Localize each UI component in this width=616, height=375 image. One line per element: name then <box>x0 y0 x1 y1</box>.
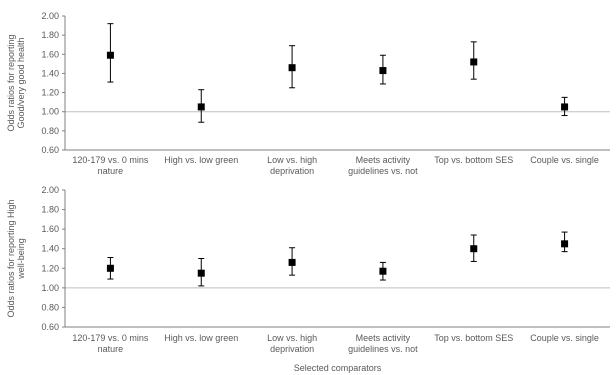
panel1-y-axis-title: Odds ratios for reportingGood/very good … <box>6 34 26 131</box>
panel2-y-tick-label: 0.60 <box>41 322 59 332</box>
panel2-category-label: 120-179 vs. 0 mins <box>72 333 149 343</box>
panel2-y-tick-label: 1.40 <box>41 244 59 254</box>
panel1-y-tick-label: 1.60 <box>41 49 59 59</box>
panel2-category-label: deprivation <box>270 344 314 354</box>
panel1-point-marker <box>197 103 205 111</box>
panel1-y-axis-title-line: Odds ratios for reporting <box>6 34 16 131</box>
panel2-point-marker <box>288 258 296 266</box>
panel1-category-label: Couple vs. single <box>530 155 599 165</box>
panel2-point-marker <box>561 240 569 248</box>
panel2-point-marker <box>197 269 205 277</box>
panel2-category-label: guidelines vs. not <box>348 344 418 354</box>
panel1-point-marker <box>379 67 387 75</box>
panel1-point-marker <box>106 51 114 59</box>
panel2-point-marker <box>106 264 114 272</box>
panel2-y-axis-title-line: well-being <box>16 238 26 280</box>
panel2-y-tick-label: 1.20 <box>41 263 59 273</box>
panel2-category-label: Low vs. high <box>267 333 317 343</box>
panel1-category-label: High vs. low green <box>164 155 238 165</box>
panel2-y-axis-title-line: Odds ratios for reporting High <box>6 199 16 317</box>
panel2-point-marker <box>379 267 387 275</box>
panel2-point-marker <box>470 245 478 253</box>
panel1-category-label: nature <box>98 166 124 176</box>
panel2-category-label: nature <box>98 344 124 354</box>
panel1-y-tick-label: 0.80 <box>41 126 59 136</box>
panel2-category-label: High vs. low green <box>164 333 238 343</box>
panel1-category-label: Top vs. bottom SES <box>434 155 513 165</box>
panel1-point-marker <box>470 58 478 66</box>
panel2-y-tick-label: 2.00 <box>41 185 59 195</box>
panel2-y-tick-label: 1.60 <box>41 224 59 234</box>
panel2-y-tick-label: 1.80 <box>41 205 59 215</box>
panel1-category-label: guidelines vs. not <box>348 166 418 176</box>
panel1-category-label: 120-179 vs. 0 mins <box>72 155 149 165</box>
panel1-y-tick-label: 1.40 <box>41 68 59 78</box>
panel1-y-tick-label: 1.20 <box>41 88 59 98</box>
panel2-y-axis-title: Odds ratios for reporting Highwell-being <box>6 199 26 317</box>
panel2-y-tick-label: 1.00 <box>41 283 59 293</box>
panel1-category-label: Low vs. high <box>267 155 317 165</box>
panel1-category-label: deprivation <box>270 166 314 176</box>
panel2-x-axis-title: Selected comparators <box>294 363 382 373</box>
panel1-y-tick-label: 1.00 <box>41 107 59 117</box>
panel1-y-axis-title-line: Good/very good health <box>16 37 26 128</box>
panel1-y-tick-label: 2.00 <box>41 11 59 21</box>
panel2-category-label: Couple vs. single <box>530 333 599 343</box>
panel1-y-tick-label: 1.80 <box>41 30 59 40</box>
panel2-category-label: Meets activity <box>356 333 411 343</box>
panel1-point-marker <box>288 64 296 72</box>
panel1-category-label: Meets activity <box>356 155 411 165</box>
panel2-y-tick-label: 0.80 <box>41 302 59 312</box>
panel2-category-label: Top vs. bottom SES <box>434 333 513 343</box>
panel1-point-marker <box>561 103 569 111</box>
panel1-y-tick-label: 0.60 <box>41 145 59 155</box>
